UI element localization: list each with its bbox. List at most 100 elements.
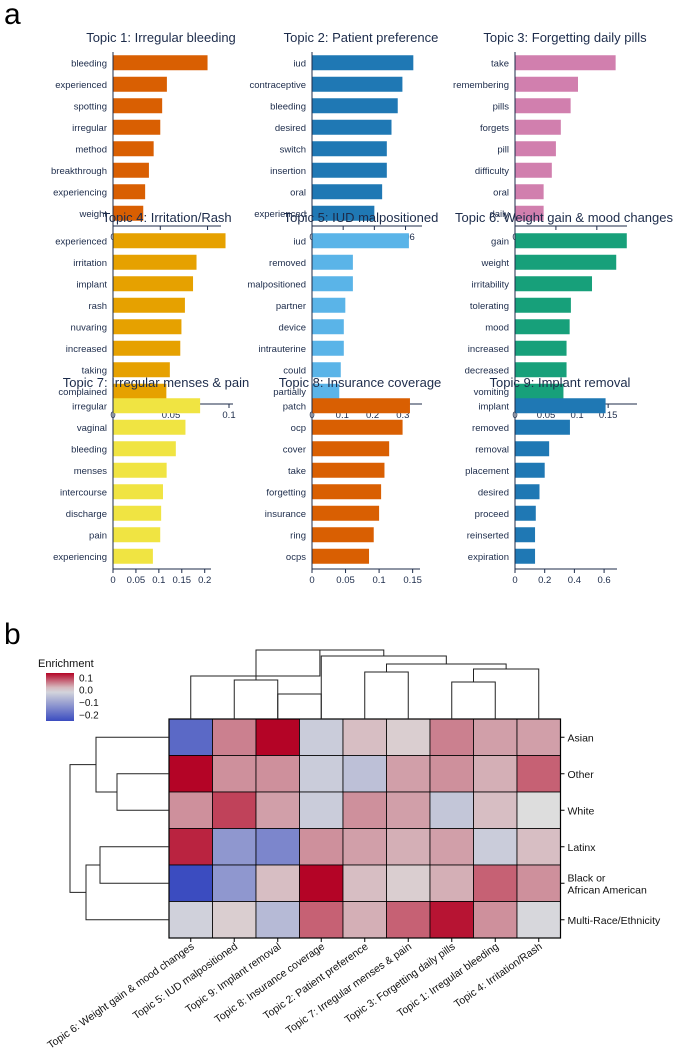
word-label: decreased <box>465 365 509 376</box>
row-label: Other <box>568 769 595 781</box>
word-label: forgetting <box>266 487 306 498</box>
dendrograms <box>69 649 540 921</box>
word-label: removed <box>269 258 306 269</box>
word-label: experiencing <box>53 552 107 563</box>
bar-chart-topic-1: Topic 1: Irregular bleeding bleeding exper… <box>51 30 236 243</box>
dendrogram-link <box>233 679 279 719</box>
word-label: desired <box>275 123 306 134</box>
word-label: proceed <box>475 509 509 520</box>
word-label: expiration <box>468 552 509 563</box>
word-label: patch <box>283 401 306 412</box>
x-tick-label: 0.2 <box>366 410 379 421</box>
word-label: oral <box>493 187 509 198</box>
bar-implant <box>515 398 606 414</box>
bar-expiration <box>515 548 536 564</box>
word-label: ring <box>290 530 306 541</box>
x-tick-label: 0.4 <box>568 575 581 586</box>
bar-oral <box>515 184 544 200</box>
word-label: ocps <box>286 552 306 563</box>
bar-partner <box>312 297 346 313</box>
x-tick-label: 0.05 <box>127 575 146 586</box>
x-tick-label: 0.1 <box>222 410 235 421</box>
row-label: Black or African American <box>568 872 648 896</box>
word-label: intrauterine <box>258 344 306 355</box>
x-tick-label: 0.6 <box>597 575 610 586</box>
bar-implant <box>113 276 194 292</box>
word-label: breakthrough <box>51 166 107 177</box>
heatmap-cell <box>168 864 213 902</box>
bar-difficulty <box>515 162 552 178</box>
bar-proceed <box>515 505 536 521</box>
bar-method <box>113 141 154 157</box>
bar-pill <box>515 141 556 157</box>
bar-chart-topic-6: Topic 6: Weight gain & mood changes gain w… <box>455 210 674 421</box>
word-label: take <box>288 466 306 477</box>
bar-ocp <box>312 419 403 435</box>
bar-switch <box>312 141 387 157</box>
dendrogram-link <box>473 668 540 719</box>
bar-placement <box>515 462 545 478</box>
bar-experiencing <box>113 184 146 200</box>
bar-rash <box>113 297 185 313</box>
panel-b-label: b <box>4 618 21 651</box>
bar-increased <box>515 340 567 356</box>
word-label: experienced <box>55 236 107 247</box>
bar-desired <box>312 119 392 135</box>
heatmap-cell <box>516 828 561 866</box>
heatmap-cell <box>212 718 257 756</box>
x-tick-label: 0 <box>110 575 115 586</box>
dendrogram-link <box>451 681 496 719</box>
word-label: removed <box>472 423 509 434</box>
heatmap-cell <box>255 828 300 866</box>
word-label: menses <box>74 466 108 477</box>
bar-irritability <box>515 276 593 292</box>
word-label: iud <box>293 236 306 247</box>
word-label: discharge <box>66 509 107 520</box>
colorbar <box>46 673 74 721</box>
bar-menses <box>113 462 167 478</box>
dendrogram-link <box>95 736 169 793</box>
word-label: desired <box>478 487 509 498</box>
bar-irregular <box>113 398 201 414</box>
heatmap-cell <box>299 791 344 829</box>
heatmap-cell <box>212 791 257 829</box>
x-tick-label: 0.15 <box>403 575 422 586</box>
heatmap-cell <box>299 864 344 902</box>
heatmap-cell <box>299 828 344 866</box>
bar-breakthrough <box>113 162 149 178</box>
x-tick-label: 0 <box>512 575 517 586</box>
colorbar-tick-label: −0.2 <box>79 710 99 721</box>
heatmap-cell <box>342 828 387 866</box>
bar-ocps <box>312 548 370 564</box>
word-label: increased <box>468 344 509 355</box>
x-tick-label: 0.05 <box>537 410 556 421</box>
bar-vomiting <box>515 383 564 399</box>
bar-intercourse <box>113 484 163 500</box>
word-label: partner <box>276 301 306 312</box>
bar-insertion <box>312 162 387 178</box>
heatmap-cell <box>429 718 474 756</box>
bar-chart-topic-9: Topic 9: Implant removal implant removed re… <box>465 375 630 586</box>
dendrogram-link <box>190 650 321 719</box>
bar-chart-topic-2: Topic 2: Patient preference iud contracept… <box>249 30 438 243</box>
colorbar-title: Enrichment <box>38 658 94 670</box>
bar-gain <box>515 233 627 249</box>
bar-experienced <box>312 205 375 221</box>
heatmap-cell <box>386 791 431 829</box>
heatmap-cell <box>429 864 474 902</box>
word-label: contraceptive <box>249 80 306 91</box>
word-label: mood <box>485 322 509 333</box>
bar-patch <box>312 398 410 414</box>
word-label: bleeding <box>270 101 306 112</box>
bar-take <box>515 55 616 71</box>
heatmap-cell <box>516 901 561 939</box>
word-label: nuvaring <box>71 322 107 333</box>
heatmap-cell <box>255 901 300 939</box>
heatmap-cell <box>212 828 257 866</box>
chart-title: Topic 1: Irregular bleeding <box>86 30 236 45</box>
bar-tolerating <box>515 297 571 313</box>
dendrogram-link <box>386 663 507 672</box>
x-tick-label: 0.3 <box>396 410 409 421</box>
x-tick-label: 0.15 <box>173 575 192 586</box>
word-label: intercourse <box>60 487 107 498</box>
